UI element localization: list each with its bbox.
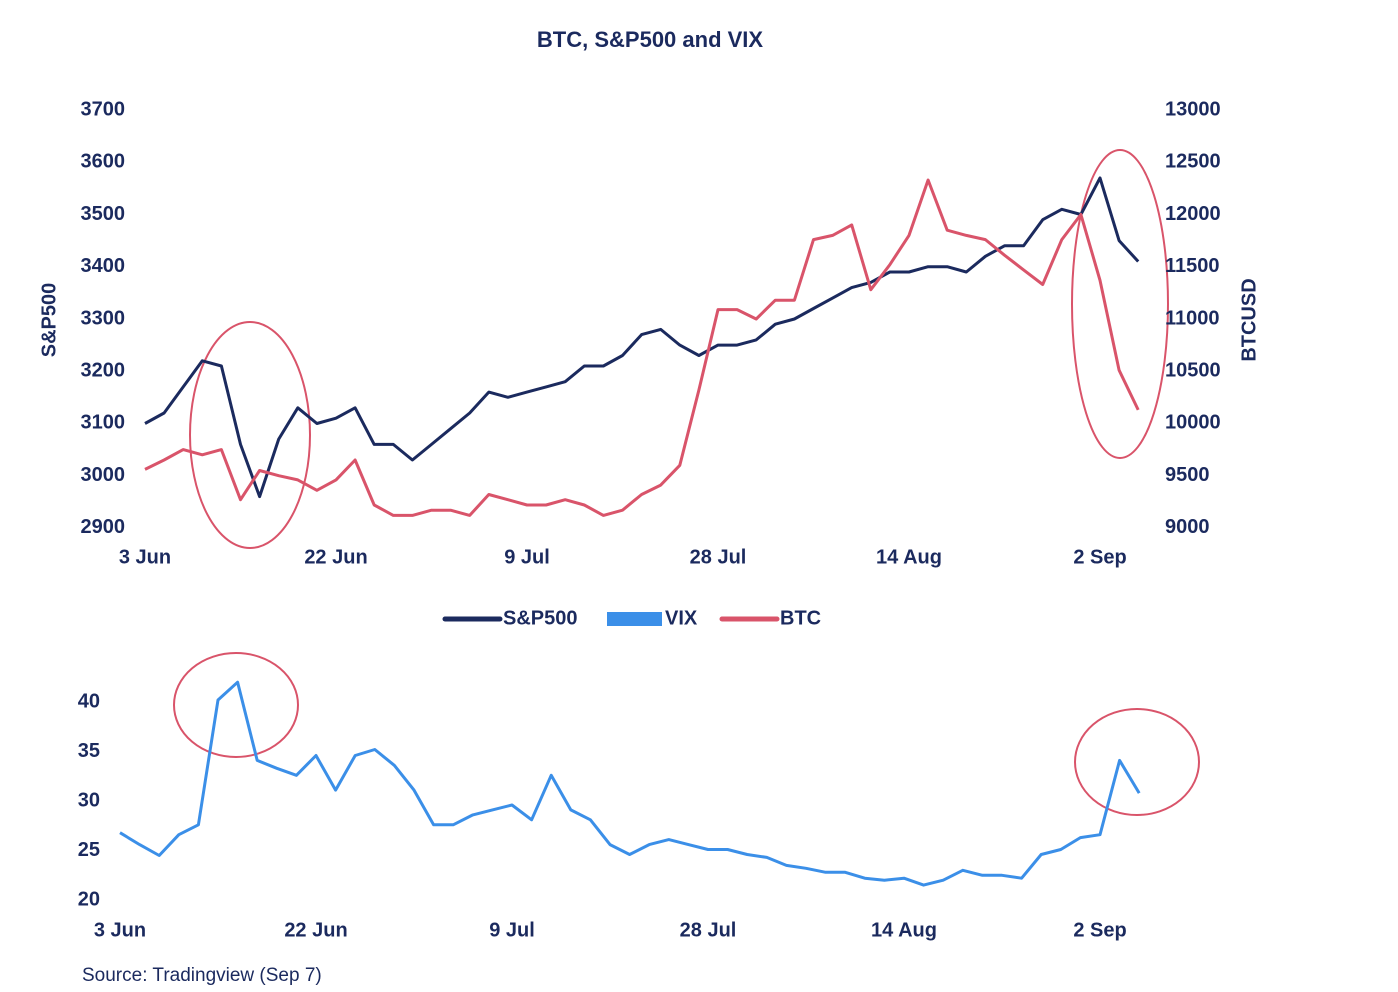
annotation-circle	[189, 321, 311, 549]
x-tick-label: 3 Jun	[119, 546, 171, 568]
y-tick-label: 3300	[81, 307, 126, 329]
y-tick-label: 35	[78, 740, 100, 762]
y2-tick-label: 11000	[1165, 307, 1220, 329]
y-tick-label: 3600	[81, 151, 126, 173]
x-tick-label: 3 Jun	[94, 919, 146, 941]
legend-label: BTC	[780, 607, 821, 629]
x-tick-label: 28 Jul	[680, 919, 737, 941]
x-tick-label: 14 Aug	[876, 546, 942, 568]
y2-tick-label: 13000	[1165, 98, 1221, 120]
y2-tick-label: 12000	[1165, 203, 1221, 225]
y-tick-label: 3100	[81, 412, 126, 434]
annotation-circles	[173, 149, 1200, 816]
legend-label: VIX	[665, 607, 698, 629]
legend-swatch	[607, 612, 662, 626]
x-tick-label: 2 Sep	[1073, 546, 1126, 568]
source-note: Source: Tradingview (Sep 7)	[82, 965, 322, 986]
x-tick-label: 22 Jun	[304, 546, 367, 568]
y2-tick-label: 9000	[1165, 516, 1210, 538]
x-tick-label: 9 Jul	[504, 546, 550, 568]
y2-tick-label: 11500	[1165, 255, 1220, 277]
y2-tick-label: 10000	[1165, 412, 1221, 434]
y2-tick-label: 9500	[1165, 464, 1210, 486]
x-tick-label: 14 Aug	[871, 919, 937, 941]
y-tick-label: 3700	[81, 98, 126, 120]
legend-label: S&P500	[503, 607, 578, 629]
series-line	[144, 176, 1140, 499]
chart-title: BTC, S&P500 and VIX	[537, 27, 764, 52]
y-tick-label: 2900	[81, 516, 126, 538]
y-tick-label: 30	[78, 789, 100, 811]
x-tick-label: 2 Sep	[1073, 919, 1126, 941]
x-tick-label: 9 Jul	[489, 919, 535, 941]
y-tick-label: 25	[78, 839, 100, 861]
y-tick-label: 3200	[81, 360, 126, 382]
y2-tick-label: 12500	[1165, 151, 1221, 173]
y-tick-label: 40	[78, 690, 100, 712]
series-line	[119, 680, 1141, 887]
annotation-circle	[1074, 708, 1200, 816]
annotation-circle	[1071, 149, 1169, 459]
y2-axis-label: BTCUSD	[1238, 278, 1260, 361]
y-tick-label: 3000	[81, 464, 126, 486]
y2-tick-label: 10500	[1165, 360, 1221, 382]
annotation-circle	[173, 652, 299, 758]
y-tick-label: 3400	[81, 255, 126, 277]
x-tick-label: 22 Jun	[284, 919, 347, 941]
y-tick-label: 3500	[81, 203, 126, 225]
series-line	[144, 178, 1140, 517]
x-tick-label: 28 Jul	[690, 546, 747, 568]
y-axis-label: S&P500	[38, 283, 60, 358]
y-tick-label: 20	[78, 888, 100, 910]
